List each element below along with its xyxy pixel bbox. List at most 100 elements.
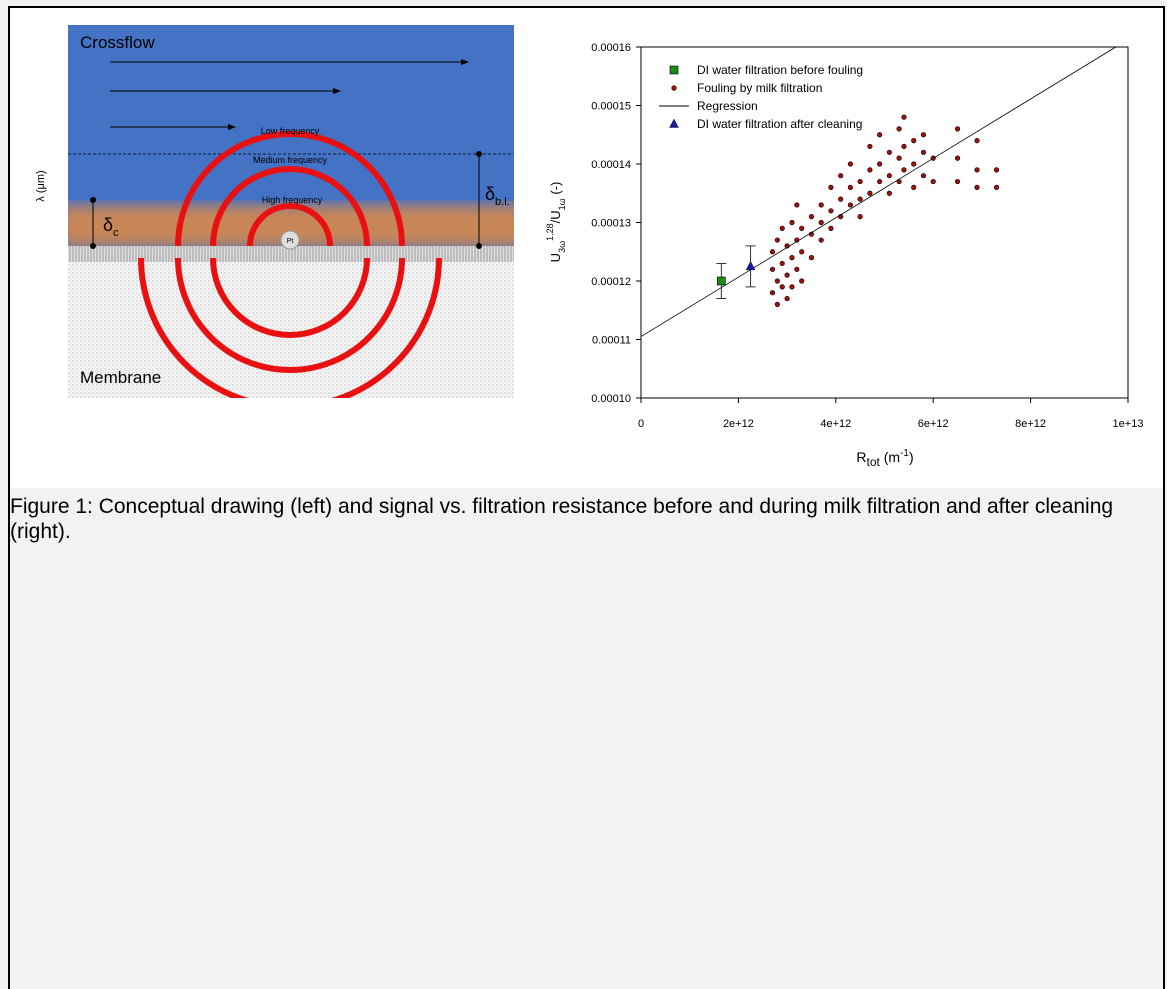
point [785,273,790,278]
point [770,290,775,295]
x-tick-label: 4e+12 [820,418,851,430]
legend-swatch [670,119,679,128]
point [868,168,873,173]
medium-frequency: Medium frequency [253,155,328,165]
point [819,203,824,208]
point [955,127,960,132]
point [790,285,795,290]
point [746,261,755,270]
point [829,209,834,214]
point [887,191,892,196]
y-tick-label: 0.00013 [591,218,631,230]
crossflow-label: Crossflow [80,33,155,52]
point [858,214,863,219]
point [795,267,800,272]
t: R [856,449,866,465]
point [902,168,907,173]
point [902,144,907,149]
point [809,214,814,219]
point [819,220,824,225]
x-tick-label: 0 [638,418,644,430]
t: /U [548,210,563,223]
point [829,226,834,231]
point [887,173,892,178]
legend-swatch [672,86,677,91]
symbol: δ [103,215,113,235]
y-axis-label: U3ω1.28/U1ω (-) [545,182,567,263]
point [887,150,892,155]
subscript: c [113,227,119,239]
x-axis-label: Rtot (m-1) [856,448,913,469]
x-tick-label: 1e+13 [1113,418,1144,430]
point [897,156,902,161]
legend-swatch [670,66,678,74]
y-tick-label: 0.00014 [591,159,631,171]
point [829,185,834,190]
caption: Figure 1: Conceptual drawing (left) and … [10,494,1150,544]
point [799,226,804,231]
point [858,197,863,202]
point [790,255,795,260]
point [955,179,960,184]
point [994,168,999,173]
low-frequency: Low frequency [261,126,320,136]
point [975,185,980,190]
point [897,127,902,132]
point [838,173,843,178]
t: U [548,253,563,262]
drawing [60,25,530,407]
point [795,203,800,208]
point [717,277,725,285]
point [780,285,785,290]
y-tick-label: 0.00010 [591,393,631,405]
point [921,132,926,137]
point [877,162,882,167]
point [868,191,873,196]
subscript: b.l. [495,196,510,208]
point [819,238,824,243]
point [911,162,916,167]
point [775,238,780,243]
point [780,261,785,266]
point [785,296,790,301]
point [902,115,907,120]
point [877,132,882,137]
legend-label: DI water filtration before fouling [697,63,863,77]
high-frequency: High frequency [262,195,323,205]
t: tot [866,455,880,469]
legend-label: DI water filtration after cleaning [697,117,862,131]
point [931,179,936,184]
point [799,249,804,254]
electrode-label: Pt [287,238,294,245]
point [994,185,999,190]
point [877,179,882,184]
membrane-label: Membrane [80,368,161,387]
point [799,279,804,284]
t: 1ω [557,198,567,210]
figure: Crossflow Low frequency Medium frequency… [0,0,1167,490]
y-tick-label: 0.00011 [592,335,631,347]
x-tick-label: 8e+12 [1015,418,1046,430]
t: 3ω [557,241,567,253]
point [848,185,853,190]
t: 1.28 [545,223,555,241]
point [921,173,926,178]
y-tick-label: 0.00016 [591,42,631,54]
point [790,220,795,225]
point [780,226,785,231]
point [770,249,775,254]
symbol: δ [485,184,495,204]
point [838,197,843,202]
x-tick-label: 6e+12 [918,418,949,430]
y-tick-label: 0.00015 [591,101,631,113]
point [975,138,980,143]
t: ) [909,449,914,465]
point [858,179,863,184]
point [975,168,980,173]
point [848,162,853,167]
point [911,138,916,143]
point [868,144,873,149]
point [770,267,775,272]
point [911,185,916,190]
point [775,279,780,284]
